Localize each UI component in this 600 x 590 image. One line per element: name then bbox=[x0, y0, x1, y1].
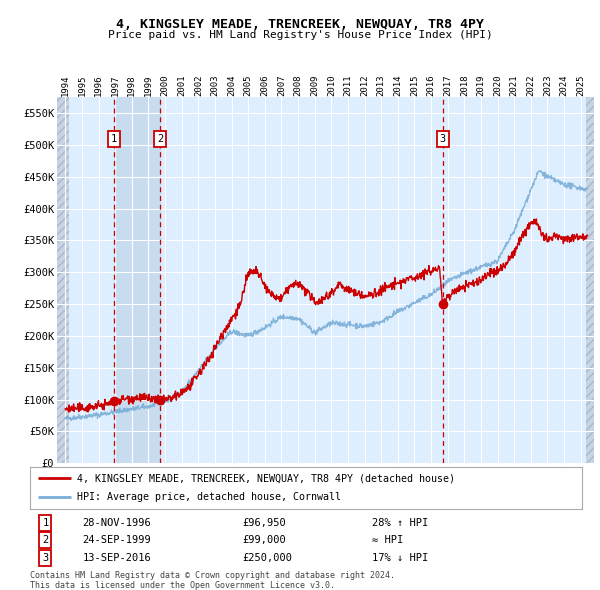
Text: £99,000: £99,000 bbox=[242, 535, 286, 545]
Text: 13-SEP-2016: 13-SEP-2016 bbox=[82, 553, 151, 563]
Text: 28-NOV-1996: 28-NOV-1996 bbox=[82, 517, 151, 527]
Text: 1: 1 bbox=[43, 517, 49, 527]
Text: 1: 1 bbox=[110, 134, 117, 144]
Text: 2: 2 bbox=[43, 535, 49, 545]
Text: 2: 2 bbox=[157, 134, 164, 144]
Text: £250,000: £250,000 bbox=[242, 553, 293, 563]
Text: This data is licensed under the Open Government Licence v3.0.: This data is licensed under the Open Gov… bbox=[30, 581, 335, 589]
Text: 4, KINGSLEY MEADE, TRENCREEK, NEWQUAY, TR8 4PY: 4, KINGSLEY MEADE, TRENCREEK, NEWQUAY, T… bbox=[116, 18, 484, 31]
Text: Contains HM Land Registry data © Crown copyright and database right 2024.: Contains HM Land Registry data © Crown c… bbox=[30, 571, 395, 579]
Text: £96,950: £96,950 bbox=[242, 517, 286, 527]
Text: 3: 3 bbox=[43, 553, 49, 563]
Text: 4, KINGSLEY MEADE, TRENCREEK, NEWQUAY, TR8 4PY (detached house): 4, KINGSLEY MEADE, TRENCREEK, NEWQUAY, T… bbox=[77, 473, 455, 483]
Text: 3: 3 bbox=[440, 134, 446, 144]
Bar bbox=[113, 97, 160, 463]
Text: Price paid vs. HM Land Registry's House Price Index (HPI): Price paid vs. HM Land Registry's House … bbox=[107, 30, 493, 40]
Text: HPI: Average price, detached house, Cornwall: HPI: Average price, detached house, Corn… bbox=[77, 493, 341, 503]
Text: 17% ↓ HPI: 17% ↓ HPI bbox=[372, 553, 428, 563]
Text: 24-SEP-1999: 24-SEP-1999 bbox=[82, 535, 151, 545]
Bar bbox=[57, 97, 70, 463]
Bar bbox=[586, 97, 594, 463]
Text: ≈ HPI: ≈ HPI bbox=[372, 535, 403, 545]
Text: 28% ↑ HPI: 28% ↑ HPI bbox=[372, 517, 428, 527]
